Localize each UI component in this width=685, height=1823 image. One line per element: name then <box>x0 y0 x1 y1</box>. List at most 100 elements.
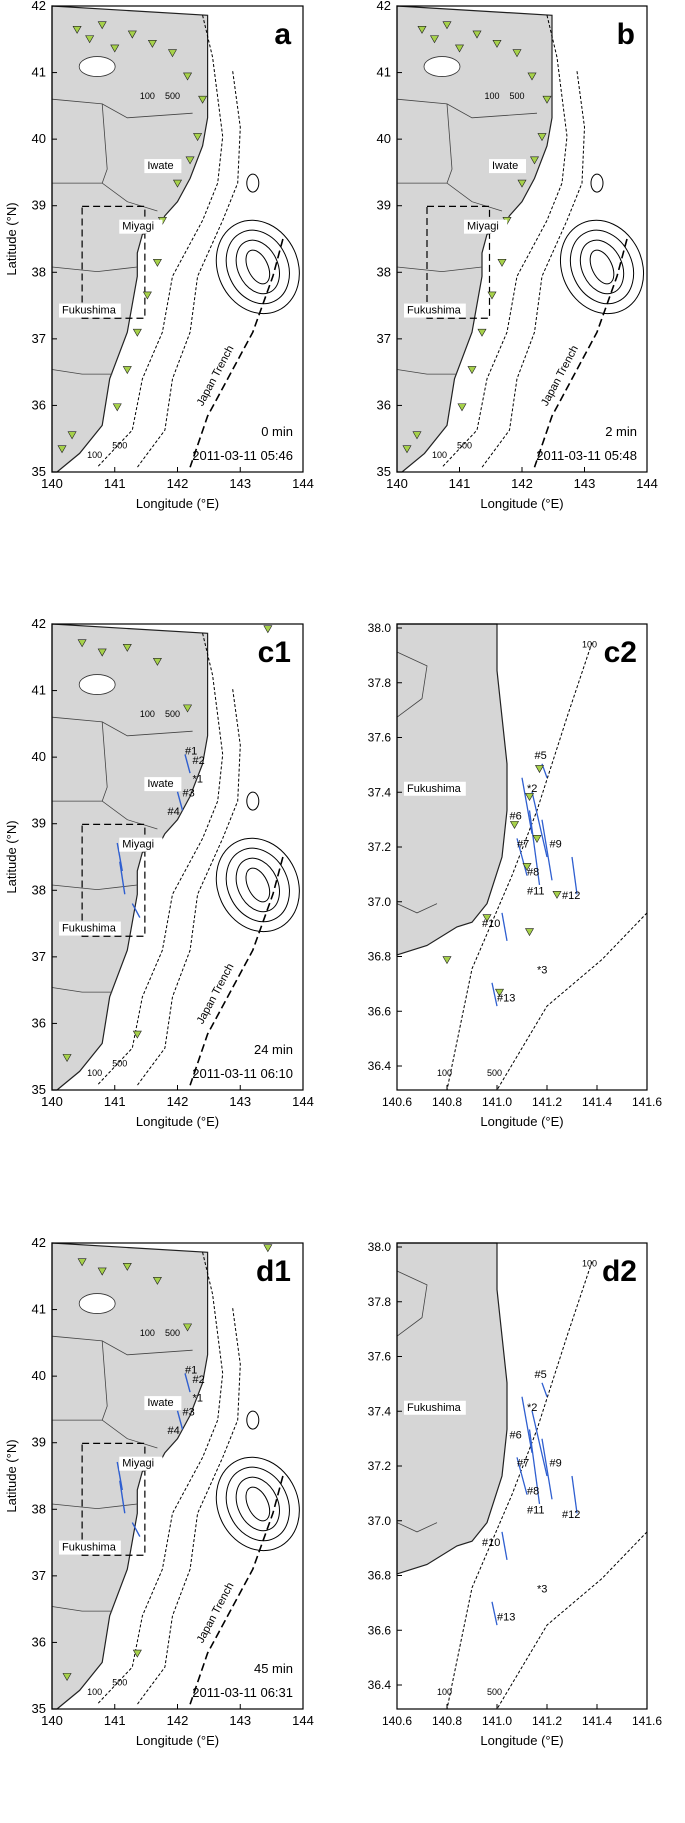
region-label: Miyagi <box>122 1458 154 1470</box>
y-tick-label: 40 <box>32 1368 46 1383</box>
source-contour <box>225 847 290 923</box>
depth-label: 100 <box>485 91 500 101</box>
y-tick-label: 42 <box>32 0 46 13</box>
prefecture-border <box>396 266 483 273</box>
x-tick-label: 140 <box>41 1094 63 1109</box>
x-axis-title: Longitude (°E) <box>136 496 219 511</box>
station-label: #4 <box>167 806 179 818</box>
depth-label: 500 <box>487 1068 502 1078</box>
y-tick-label: 38 <box>32 264 46 279</box>
x-tick-label: 140 <box>386 476 408 491</box>
station-marker <box>67 431 77 440</box>
region-label: Miyagi <box>122 839 154 851</box>
x-tick-label: 144 <box>292 1713 314 1728</box>
region-label: Iwate <box>147 1397 173 1409</box>
station-marker <box>183 1323 193 1332</box>
station-label: #11 <box>527 885 545 897</box>
panel-label: c1 <box>258 636 291 669</box>
station-marker <box>522 863 532 871</box>
station-label: #13 <box>497 992 515 1004</box>
station-marker <box>183 704 193 713</box>
depth-contour-500 <box>136 689 241 1086</box>
station-marker <box>142 291 152 300</box>
fault-segment <box>491 1601 498 1626</box>
station-marker <box>429 35 440 44</box>
prefecture-border <box>51 1606 113 1612</box>
x-axis-title: Longitude (°E) <box>480 1733 563 1748</box>
prefecture-border <box>396 1522 438 1533</box>
y-tick-label: 36.4 <box>368 1678 392 1692</box>
japan-trench-line <box>189 856 284 1086</box>
station-marker <box>198 95 208 104</box>
source-contour <box>589 249 615 285</box>
station-label: #1 <box>185 745 197 757</box>
fault-segment <box>491 982 498 1007</box>
y-tick-label: 36.4 <box>368 1059 392 1073</box>
fault-segment <box>528 1429 541 1505</box>
station-marker <box>412 431 422 440</box>
station-label: #5 <box>535 1369 547 1381</box>
x-tick-label: 142 <box>167 476 189 491</box>
station-marker <box>487 291 497 300</box>
station-marker <box>494 988 505 997</box>
fault-segment <box>541 819 553 881</box>
station-marker <box>497 258 507 267</box>
source-contour <box>245 249 271 285</box>
source-contour <box>590 173 604 193</box>
y-tick-label: 36 <box>32 1015 46 1030</box>
zoom-area-box <box>426 205 491 319</box>
panel-label: d2 <box>602 1255 637 1288</box>
prefecture-border <box>101 721 108 802</box>
station-marker <box>534 765 545 774</box>
x-tick-label: 142 <box>511 476 533 491</box>
x-tick-label: 143 <box>229 1094 251 1109</box>
station-label: *2 <box>527 783 537 795</box>
land-area <box>396 5 553 473</box>
depth-label: 500 <box>112 1059 127 1069</box>
y-tick-label: 37.0 <box>368 1514 392 1528</box>
panel-frame <box>396 623 648 1091</box>
y-tick-label: 38.0 <box>368 621 392 635</box>
source-contour <box>245 1486 271 1522</box>
depth-contour-500 <box>136 71 241 468</box>
station-marker <box>472 30 482 39</box>
station-marker <box>152 657 162 666</box>
station-marker <box>552 890 562 899</box>
station-label: #4 <box>167 1425 179 1437</box>
y-tick-label: 39 <box>32 198 46 213</box>
x-tick-label: 141 <box>449 476 471 491</box>
station-marker <box>127 30 137 39</box>
lake <box>78 1293 116 1314</box>
depth-label: 500 <box>165 709 180 719</box>
y-tick-label: 40 <box>377 131 391 146</box>
japan-trench-line <box>189 238 284 468</box>
y-tick-label: 36 <box>32 1634 46 1649</box>
fault-segment <box>571 856 578 895</box>
station-label: #8 <box>527 867 539 879</box>
x-tick-label: 140 <box>41 476 63 491</box>
depth-contour-500 <box>496 912 648 1091</box>
map-panel-d1: 140 141 142 143 144 35 36 37 38 39 40 41 42 Iwate Miya… <box>4 1235 314 1748</box>
region-label-bg <box>404 303 466 318</box>
fault-segment <box>176 1410 184 1430</box>
station-marker <box>524 793 535 802</box>
y-tick-label: 37.0 <box>368 895 392 909</box>
station-marker <box>542 95 552 104</box>
y-tick-label: 37.6 <box>368 731 392 745</box>
y-axis-title: Latitude (°N) <box>4 1439 19 1512</box>
station-label: #6 <box>510 811 522 823</box>
station-marker <box>185 156 195 165</box>
station-marker <box>132 1030 142 1039</box>
map-panel-c1: 140 141 142 143 144 35 36 37 38 39 40 41 42 Iwate Miya… <box>4 616 314 1129</box>
x-tick-label: 144 <box>292 1094 314 1109</box>
station-marker <box>517 179 527 188</box>
station-marker <box>183 72 193 81</box>
depth-label: 100 <box>437 1068 452 1078</box>
fault-segment <box>116 842 123 872</box>
station-marker <box>537 133 547 142</box>
y-tick-label: 39 <box>32 1435 46 1450</box>
y-tick-label: 35 <box>32 1082 46 1097</box>
source-contour <box>559 219 645 315</box>
region-label: Miyagi <box>467 221 499 233</box>
region-label: Fukushima <box>62 1542 117 1554</box>
